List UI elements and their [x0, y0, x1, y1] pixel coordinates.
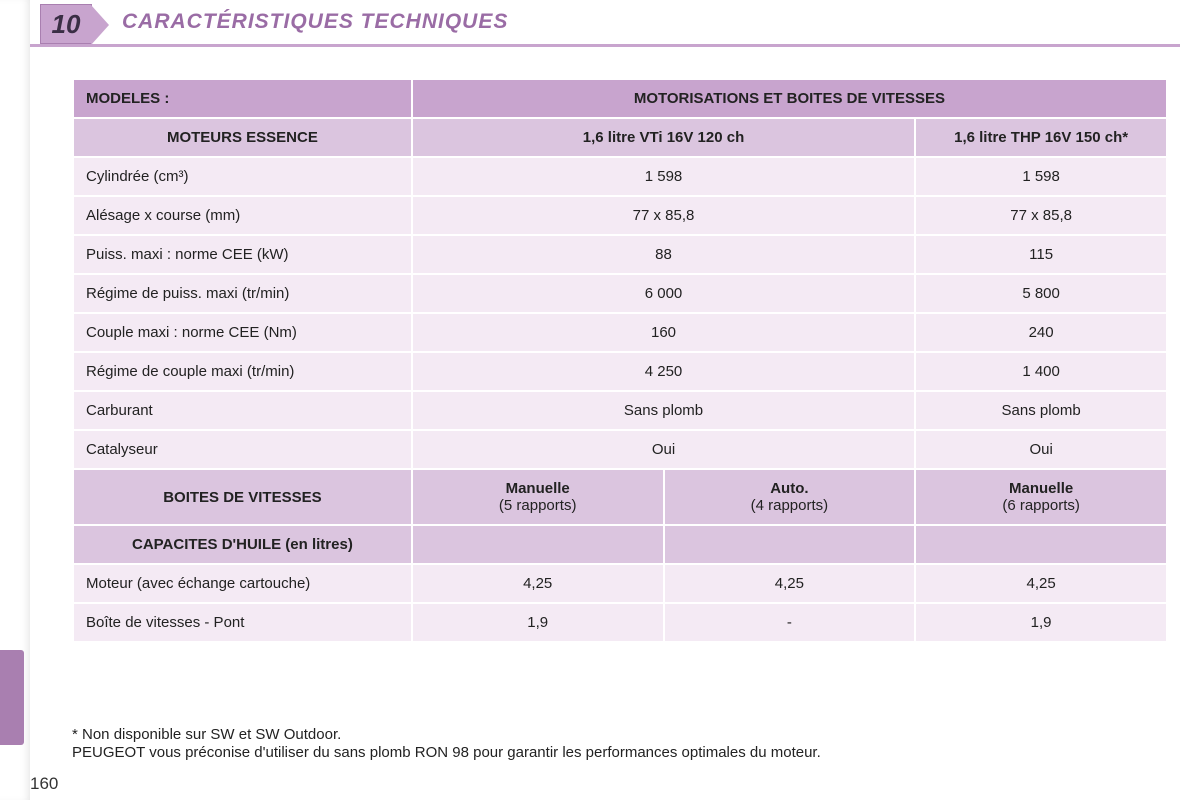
- footnote-2: PEUGEOT vous préconise d'utiliser du san…: [72, 744, 821, 762]
- models-label: MODELES :: [74, 80, 411, 117]
- title-rule: [30, 44, 1180, 47]
- table-row: CarburantSans plombSans plomb: [74, 392, 1166, 429]
- chapter-badge: 10: [40, 4, 92, 44]
- table-header-row-1: MODELES : MOTORISATIONS ET BOITES DE VIT…: [74, 80, 1166, 117]
- motorisations-header: MOTORISATIONS ET BOITES DE VITESSES: [413, 80, 1166, 117]
- gearbox-2-type: Auto.: [677, 480, 903, 497]
- spec-value-engine1: 88: [413, 236, 914, 273]
- spec-value-engine1: 77 x 85,8: [413, 197, 914, 234]
- spec-label: Cylindrée (cm³): [74, 158, 411, 195]
- gearbox-1-ratios: (5 rapports): [425, 497, 651, 514]
- oil-value-2: 4,25: [665, 565, 915, 602]
- spec-label: Carburant: [74, 392, 411, 429]
- spec-label: Régime de puiss. maxi (tr/min): [74, 275, 411, 312]
- table-row: Régime de couple maxi (tr/min)4 2501 400: [74, 353, 1166, 390]
- gearbox-2-ratios: (4 rapports): [677, 497, 903, 514]
- table-row: Alésage x course (mm)77 x 85,877 x 85,8: [74, 197, 1166, 234]
- table-row: Cylindrée (cm³)1 5981 598: [74, 158, 1166, 195]
- spec-table: MODELES : MOTORISATIONS ET BOITES DE VIT…: [72, 78, 1168, 643]
- spec-value-engine2: 1 598: [916, 158, 1166, 195]
- spec-value-engine2: 77 x 85,8: [916, 197, 1166, 234]
- spec-label: Régime de couple maxi (tr/min): [74, 353, 411, 390]
- oil-blank-3: [916, 526, 1166, 563]
- spec-value-engine1: 4 250: [413, 353, 914, 390]
- oil-value-1: 1,9: [413, 604, 663, 641]
- table-row: Régime de puiss. maxi (tr/min)6 0005 800: [74, 275, 1166, 312]
- spec-value-engine1: 1 598: [413, 158, 914, 195]
- gearbox-1: Manuelle (5 rapports): [413, 470, 663, 524]
- spec-value-engine2: Oui: [916, 431, 1166, 468]
- spec-value-engine1: Sans plomb: [413, 392, 914, 429]
- oil-capacity-header-row: CAPACITES D'HUILE (en litres): [74, 526, 1166, 563]
- oil-blank-1: [413, 526, 663, 563]
- oil-value-3: 1,9: [916, 604, 1166, 641]
- spec-value-engine1: Oui: [413, 431, 914, 468]
- table-row: Puiss. maxi : norme CEE (kW)88115: [74, 236, 1166, 273]
- side-tab: [0, 650, 24, 745]
- oil-value-3: 4,25: [916, 565, 1166, 602]
- spec-label: Alésage x course (mm): [74, 197, 411, 234]
- gearbox-3: Manuelle (6 rapports): [916, 470, 1166, 524]
- spec-value-engine2: 240: [916, 314, 1166, 351]
- oil-capacity-label: CAPACITES D'HUILE (en litres): [74, 526, 411, 563]
- section-title: CARACTÉRISTIQUES TECHNIQUES: [122, 10, 508, 34]
- table-row: Moteur (avec échange cartouche)4,254,254…: [74, 565, 1166, 602]
- petrol-engines-label: MOTEURS ESSENCE: [74, 119, 411, 156]
- table-row: Boîte de vitesses - Pont1,9-1,9: [74, 604, 1166, 641]
- spec-label: Puiss. maxi : norme CEE (kW): [74, 236, 411, 273]
- gearbox-1-type: Manuelle: [425, 480, 651, 497]
- engine-1-header: 1,6 litre VTi 16V 120 ch: [413, 119, 914, 156]
- page-number: 160: [30, 774, 58, 794]
- table-header-row-2: MOTEURS ESSENCE 1,6 litre VTi 16V 120 ch…: [74, 119, 1166, 156]
- table-row: Couple maxi : norme CEE (Nm)160240: [74, 314, 1166, 351]
- chapter-number: 10: [40, 4, 92, 44]
- spec-value-engine2: 5 800: [916, 275, 1166, 312]
- spec-value-engine2: 115: [916, 236, 1166, 273]
- spec-label: Catalyseur: [74, 431, 411, 468]
- footnotes: * Non disponible sur SW et SW Outdoor. P…: [72, 726, 821, 762]
- gearbox-3-ratios: (6 rapports): [928, 497, 1154, 514]
- spec-label: Couple maxi : norme CEE (Nm): [74, 314, 411, 351]
- engine-2-header: 1,6 litre THP 16V 150 ch*: [916, 119, 1166, 156]
- spec-value-engine2: 1 400: [916, 353, 1166, 390]
- gearbox-label: BOITES DE VITESSES: [74, 470, 411, 524]
- oil-label: Moteur (avec échange cartouche): [74, 565, 411, 602]
- spec-value-engine1: 6 000: [413, 275, 914, 312]
- gearbox-2: Auto. (4 rapports): [665, 470, 915, 524]
- oil-blank-2: [665, 526, 915, 563]
- oil-value-1: 4,25: [413, 565, 663, 602]
- gearbox-header-row: BOITES DE VITESSES Manuelle (5 rapports)…: [74, 470, 1166, 524]
- table-row: CatalyseurOuiOui: [74, 431, 1166, 468]
- spec-value-engine2: Sans plomb: [916, 392, 1166, 429]
- footnote-1: * Non disponible sur SW et SW Outdoor.: [72, 726, 821, 744]
- oil-label: Boîte de vitesses - Pont: [74, 604, 411, 641]
- spec-value-engine1: 160: [413, 314, 914, 351]
- gearbox-3-type: Manuelle: [928, 480, 1154, 497]
- oil-value-2: -: [665, 604, 915, 641]
